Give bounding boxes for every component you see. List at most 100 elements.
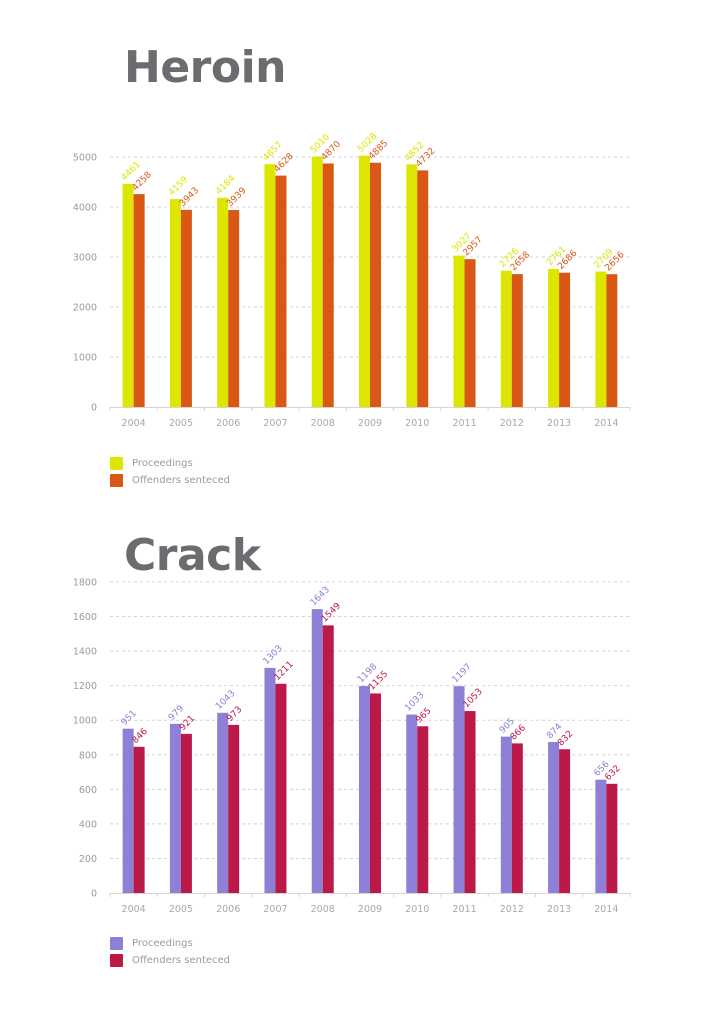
x-tick-label: 2005 xyxy=(169,418,193,429)
x-tick-label: 2009 xyxy=(358,904,382,915)
y-tick-label: 1600 xyxy=(73,612,97,623)
bar-offenders xyxy=(417,170,429,407)
data-label: 921 xyxy=(178,714,197,733)
y-tick-label: 600 xyxy=(79,785,97,796)
bar-offenders xyxy=(133,194,145,407)
bar-proceedings xyxy=(359,155,370,407)
bar-offenders xyxy=(559,272,571,407)
data-label: 1643 xyxy=(309,585,332,608)
legend-item-proceedings[interactable]: Proceedings xyxy=(110,935,230,952)
bar-proceedings xyxy=(548,268,560,407)
x-tick-label: 2007 xyxy=(263,904,287,915)
y-tick-label: 1000 xyxy=(73,353,97,364)
x-tick-label: 2011 xyxy=(452,418,476,429)
x-tick-label: 2014 xyxy=(594,418,618,429)
x-tick-label: 2004 xyxy=(122,418,146,429)
bar-proceedings xyxy=(264,164,276,407)
bar-offenders xyxy=(322,163,334,407)
heroin-legend: Proceedings Offenders senteced xyxy=(110,455,230,489)
x-tick-label: 2013 xyxy=(547,418,571,429)
bar-offenders xyxy=(180,733,192,893)
bar-proceedings xyxy=(595,779,607,893)
bar-proceedings xyxy=(217,197,229,407)
x-tick-label: 2014 xyxy=(594,904,618,915)
y-tick-label: 2000 xyxy=(73,303,97,314)
data-label: 951 xyxy=(120,709,139,728)
y-tick-label: 1400 xyxy=(73,647,97,658)
y-tick-label: 0 xyxy=(91,889,97,900)
bar-proceedings xyxy=(500,736,512,893)
crack-legend: Proceedings Offenders senteced xyxy=(110,935,230,969)
x-tick-label: 2011 xyxy=(452,904,476,915)
bar-proceedings xyxy=(548,741,560,893)
bar-proceedings xyxy=(122,728,134,893)
y-tick-label: 800 xyxy=(79,750,97,761)
data-label: 1053 xyxy=(462,687,485,710)
legend-label-proceedings: Proceedings xyxy=(132,458,193,469)
bar-proceedings xyxy=(169,199,181,407)
bar-proceedings xyxy=(311,609,323,893)
bar-offenders xyxy=(370,693,381,893)
y-tick-label: 400 xyxy=(79,819,97,830)
bar-proceedings xyxy=(311,156,323,407)
x-tick-label: 2010 xyxy=(405,904,429,915)
legend-swatch-offenders xyxy=(110,474,123,487)
bar-proceedings xyxy=(406,164,418,407)
x-tick-label: 2006 xyxy=(216,904,240,915)
y-tick-label: 0 xyxy=(91,403,97,414)
legend-label-offenders: Offenders senteced xyxy=(132,955,231,966)
x-tick-label: 2008 xyxy=(311,418,335,429)
legend-item-offenders[interactable]: Offenders senteced xyxy=(110,952,230,969)
bar-proceedings xyxy=(406,714,418,893)
legend-swatch-offenders xyxy=(110,954,123,967)
x-tick-label: 2007 xyxy=(263,418,287,429)
x-tick-label: 2010 xyxy=(405,418,429,429)
bar-offenders xyxy=(275,175,287,407)
legend-item-proceedings[interactable]: Proceedings xyxy=(110,455,230,472)
x-tick-label: 2005 xyxy=(169,904,193,915)
data-label: 1197 xyxy=(451,662,474,685)
bar-offenders xyxy=(180,209,192,407)
crack-chart-title: Crack xyxy=(124,530,261,581)
y-tick-label: 3000 xyxy=(73,253,97,264)
bar-proceedings xyxy=(264,667,276,893)
legend-label-offenders: Offenders senteced xyxy=(132,475,231,486)
bar-offenders xyxy=(417,726,429,893)
legend-item-offenders[interactable]: Offenders senteced xyxy=(110,472,230,489)
bar-proceedings xyxy=(595,271,607,407)
x-tick-label: 2004 xyxy=(122,904,146,915)
bar-offenders xyxy=(606,783,618,893)
heroin-chart: 0100020003000400050002004446142582005415… xyxy=(73,131,631,429)
data-label: 1303 xyxy=(262,644,285,667)
bar-proceedings xyxy=(453,686,465,893)
y-tick-label: 5000 xyxy=(73,153,97,164)
y-tick-label: 1000 xyxy=(73,716,97,727)
bar-offenders xyxy=(464,259,476,407)
heroin-chart-title: Heroin xyxy=(124,42,287,93)
bar-offenders xyxy=(275,683,287,893)
legend-swatch-proceedings xyxy=(110,457,123,470)
data-label: 973 xyxy=(225,705,244,724)
data-label: 965 xyxy=(414,706,433,725)
y-tick-label: 4000 xyxy=(73,203,97,214)
x-tick-label: 2012 xyxy=(500,418,524,429)
y-tick-label: 1800 xyxy=(73,578,97,589)
legend-label-proceedings: Proceedings xyxy=(132,938,193,949)
x-tick-label: 2012 xyxy=(500,904,524,915)
bar-offenders xyxy=(606,274,618,407)
y-tick-label: 1200 xyxy=(73,681,97,692)
data-label: 1549 xyxy=(320,601,343,624)
bar-proceedings xyxy=(453,255,465,407)
bar-proceedings xyxy=(500,270,512,407)
bar-offenders xyxy=(133,746,145,893)
data-label: 1211 xyxy=(273,660,296,683)
bar-offenders xyxy=(228,724,240,893)
y-tick-label: 200 xyxy=(79,854,97,865)
x-tick-label: 2008 xyxy=(311,904,335,915)
x-tick-label: 2013 xyxy=(547,904,571,915)
bar-offenders xyxy=(511,743,523,893)
bar-proceedings xyxy=(169,723,181,893)
bar-offenders xyxy=(370,162,381,407)
bar-offenders xyxy=(511,274,523,407)
x-tick-label: 2009 xyxy=(358,418,382,429)
